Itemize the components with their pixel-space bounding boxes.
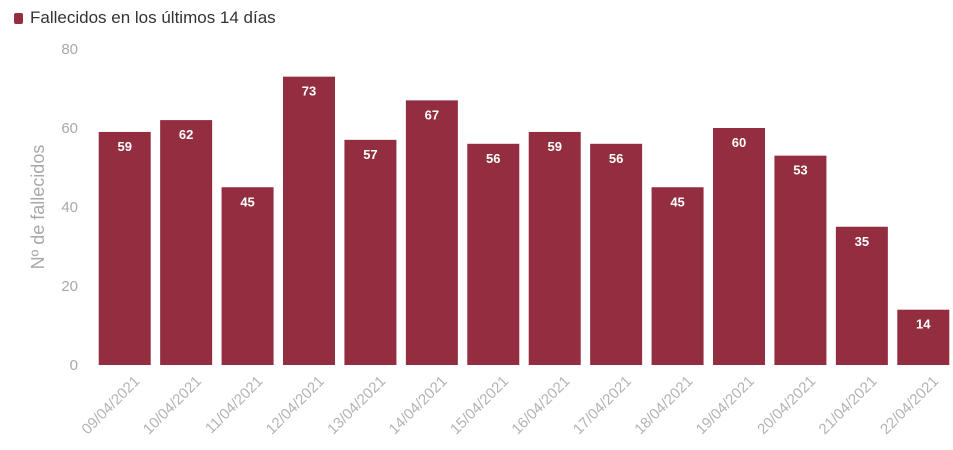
y-tick-label: 20 bbox=[61, 278, 78, 295]
x-tick-label: 10/04/2021 bbox=[140, 373, 205, 438]
x-tick-label: 19/04/2021 bbox=[693, 373, 758, 438]
bar-value-label: 45 bbox=[240, 194, 254, 209]
y-tick-label: 40 bbox=[61, 199, 78, 216]
x-tick-label: 11/04/2021 bbox=[202, 373, 266, 437]
x-tick-label: 13/04/2021 bbox=[324, 373, 389, 438]
bar-value-label: 60 bbox=[732, 135, 746, 150]
bar-value-label: 57 bbox=[363, 147, 377, 162]
legend[interactable]: Fallecidos en los últimos 14 días bbox=[14, 8, 276, 28]
x-tick-label: 20/04/2021 bbox=[754, 373, 819, 438]
bar[interactable] bbox=[98, 131, 151, 365]
y-tick-label: 80 bbox=[61, 41, 78, 58]
bars: 59 62 45 73 57 67 56 59 56 45 60 53 35 14 bbox=[98, 76, 950, 366]
bar[interactable] bbox=[467, 143, 520, 365]
bar[interactable] bbox=[835, 226, 888, 365]
y-axis: 0 20 40 60 80 bbox=[61, 41, 78, 374]
y-axis-label: Nº de fallecidos bbox=[28, 145, 48, 270]
x-tick-label: 12/04/2021 bbox=[263, 373, 328, 438]
legend-swatch bbox=[14, 12, 23, 24]
bar[interactable] bbox=[774, 155, 827, 365]
x-tick-label: 14/04/2021 bbox=[386, 373, 451, 438]
bar-value-label: 45 bbox=[670, 194, 684, 209]
bar[interactable] bbox=[160, 120, 213, 365]
bar-value-label: 59 bbox=[547, 139, 561, 154]
bar-value-label: 56 bbox=[486, 151, 500, 166]
bar[interactable] bbox=[897, 309, 950, 365]
bar[interactable] bbox=[283, 76, 335, 366]
x-tick-label: 17/04/2021 bbox=[570, 373, 635, 438]
x-tick-label: 09/04/2021 bbox=[78, 373, 143, 438]
y-tick-label: 60 bbox=[61, 120, 78, 137]
bar-value-label: 35 bbox=[855, 234, 869, 249]
bar-value-label: 59 bbox=[117, 139, 131, 154]
x-tick-label: 16/04/2021 bbox=[508, 373, 573, 438]
bar[interactable] bbox=[651, 187, 704, 365]
y-tick-label: 0 bbox=[70, 357, 78, 374]
bar-value-label: 62 bbox=[179, 127, 193, 142]
bar-value-label: 53 bbox=[793, 163, 807, 178]
bar-value-label: 73 bbox=[302, 84, 316, 99]
x-tick-label: 22/04/2021 bbox=[877, 373, 942, 438]
bar[interactable] bbox=[344, 139, 397, 365]
bar[interactable] bbox=[590, 143, 643, 365]
bar[interactable] bbox=[221, 187, 274, 365]
x-tick-label: 15/04/2021 bbox=[447, 373, 512, 438]
x-tick-label: 21/04/2021 bbox=[816, 373, 881, 438]
x-axis: 09/04/202110/04/202111/04/202112/04/2021… bbox=[78, 373, 942, 438]
bar-value-label: 67 bbox=[425, 107, 439, 122]
bar[interactable] bbox=[405, 100, 458, 365]
bar-value-label: 56 bbox=[609, 151, 623, 166]
bar[interactable] bbox=[713, 128, 765, 365]
bar-value-label: 14 bbox=[916, 317, 931, 332]
bar[interactable] bbox=[528, 131, 581, 365]
x-tick-label: 18/04/2021 bbox=[631, 373, 696, 438]
legend-label: Fallecidos en los últimos 14 días bbox=[30, 8, 276, 27]
